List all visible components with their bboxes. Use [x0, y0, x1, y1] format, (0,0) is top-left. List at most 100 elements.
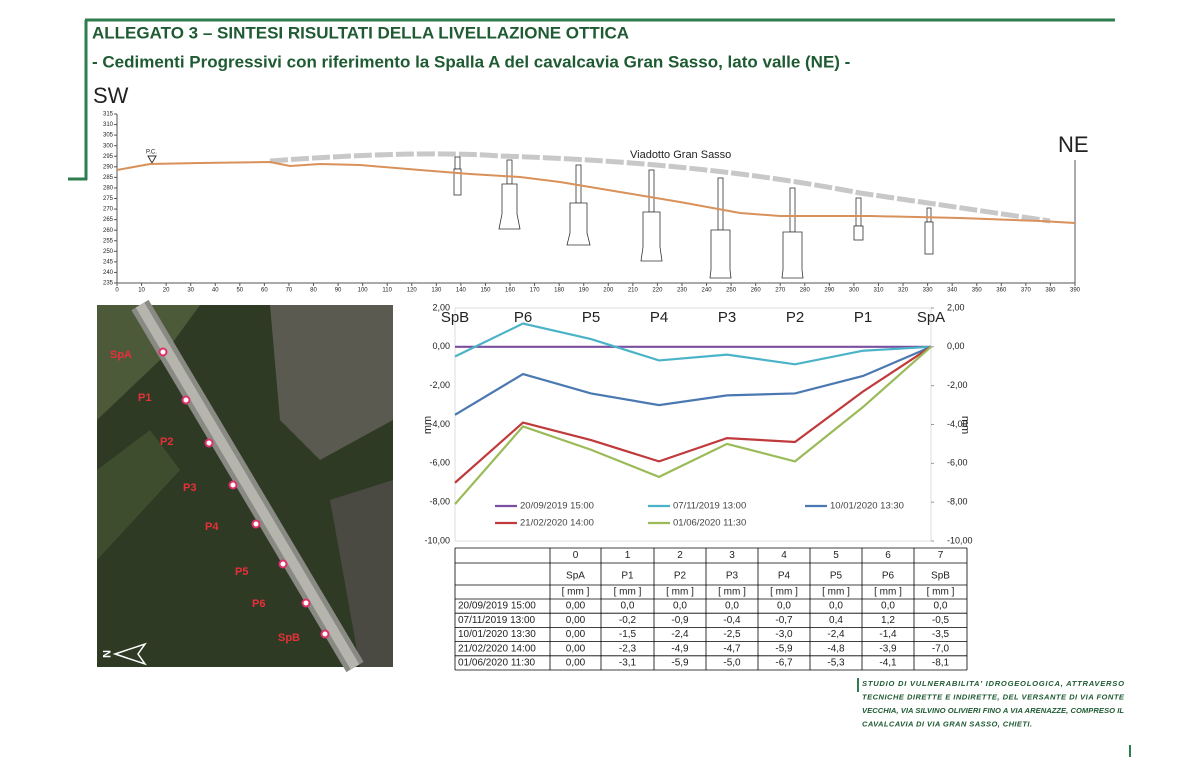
- subtitle: - Cedimenti Progressivi con riferimento …: [92, 52, 850, 71]
- map-marker: [204, 438, 214, 448]
- pier: [781, 231, 804, 279]
- bridge-deck: [269, 151, 1051, 224]
- x-tick-label: 110: [382, 288, 392, 294]
- map-marker: [158, 347, 168, 357]
- table-header: 7: [938, 550, 944, 561]
- x-tick-label: 170: [530, 288, 541, 294]
- legend-label: 07/11/2019 13:00: [673, 501, 746, 512]
- map-label: P4: [205, 521, 219, 533]
- x-tick-label: 370: [1021, 288, 1032, 294]
- table-unit: [ mm ]: [666, 587, 694, 598]
- y-tick-label: 250: [103, 249, 114, 255]
- map-label: SpA: [110, 349, 132, 361]
- x-tick-label: 290: [824, 288, 835, 294]
- table-cell: -1,4: [879, 629, 897, 640]
- x-tick-label: 30: [187, 288, 194, 294]
- table-unit: [ mm ]: [562, 587, 590, 598]
- x-tick-label: 350: [972, 288, 983, 294]
- pier: [789, 187, 796, 233]
- y2-tick-label: -8,00: [947, 497, 968, 507]
- x-tick-label: 180: [554, 288, 565, 294]
- x-tick-label: 120: [407, 288, 418, 294]
- profile: SW NE Viadotto Gran Sasso P.C. 0 10 20 30 40…: [93, 83, 1089, 294]
- x-tick-label: SpB: [441, 309, 469, 326]
- pier: [855, 197, 862, 227]
- table-cell: 0,00: [566, 658, 586, 669]
- map-marker: [320, 629, 330, 639]
- table-header: 4: [781, 550, 787, 561]
- map-label: P2: [160, 436, 173, 448]
- frame: [68, 18, 1115, 181]
- table-cell: 0,00: [566, 629, 586, 640]
- x-tick-label: 200: [603, 288, 614, 294]
- x-tick-label: 90: [335, 288, 342, 294]
- map-label: SpB: [278, 632, 300, 644]
- table-cell: -6,7: [775, 658, 793, 669]
- map-marker: [228, 480, 238, 490]
- legend-label: 01/06/2020 11:30: [673, 518, 746, 529]
- table-header: 5: [833, 550, 839, 561]
- table-cell: 0,0: [673, 601, 687, 612]
- y-tick-label: 240: [103, 270, 114, 276]
- table-unit: [ mm ]: [718, 587, 746, 598]
- x-tick-label: 20: [163, 288, 170, 294]
- table-cell: 0,00: [566, 601, 586, 612]
- y-tick-label: 295: [103, 154, 114, 160]
- table-cell: 07/11/2019 13:00: [458, 615, 536, 626]
- table-cell: -5,3: [827, 658, 845, 669]
- footer-text: VECCHIA, VIA SILVINO OLIVIERI FINO A VIA…: [862, 706, 1124, 715]
- table-cell: 1,2: [881, 615, 895, 626]
- table-cell: -0,5: [932, 615, 950, 626]
- y-tick-label: -8,00: [429, 497, 450, 507]
- footer-text: STUDIO DI VULNERABILITA' IDROGEOLOGICA, …: [862, 679, 1124, 688]
- x-tick-label: 320: [898, 288, 909, 294]
- aerial-map: SpA P1 P2 P3 P4 P5 P6 SpB N: [97, 299, 393, 673]
- x-tick-label: P1: [854, 309, 872, 326]
- x-tick-label: 220: [652, 288, 663, 294]
- y2-axis-label: mm: [959, 416, 971, 434]
- pier: [566, 202, 591, 246]
- table-cell: -4,8: [827, 643, 845, 654]
- x-tick-label: 280: [800, 288, 811, 294]
- table-cell: 0,4: [829, 615, 843, 626]
- y-tick-label: -2,00: [429, 380, 450, 390]
- ne-label: NE: [1058, 132, 1089, 157]
- x-tick-label: P2: [786, 309, 804, 326]
- y2-tick-label: -2,00: [947, 380, 968, 390]
- y2-tick-label: -4,00: [947, 419, 968, 429]
- legend-label: 21/02/2020 14:00: [520, 518, 594, 529]
- table-unit: [ mm ]: [822, 587, 850, 598]
- x-tick-label: 10: [138, 288, 145, 294]
- sw-label: SW: [93, 83, 129, 108]
- y-tick-label: 270: [103, 207, 114, 213]
- table-cell: 0,00: [566, 643, 586, 654]
- map-area: [270, 305, 393, 460]
- y-axis-label: mm: [422, 416, 434, 434]
- table-cell: 01/06/2020 11:30: [458, 658, 536, 669]
- north-label: N: [100, 650, 112, 658]
- table-header: P3: [726, 571, 739, 582]
- pier: [506, 159, 513, 185]
- road: [135, 302, 360, 670]
- table-header: P5: [830, 571, 843, 582]
- x-tick-label: 240: [702, 288, 713, 294]
- table-unit: [ mm ]: [927, 587, 955, 598]
- map-marker: [251, 519, 261, 529]
- x-tick-label: 310: [873, 288, 884, 294]
- table-cell: 0,0: [777, 601, 791, 612]
- x-tick-label: 390: [1070, 288, 1081, 294]
- table-cell: -0,2: [619, 615, 637, 626]
- data-table: 0 SpA [ mm ] 1 P1 [ mm ] 2 P2 [ mm ] 3 P3 [ mm ] 4 P4…: [454, 547, 968, 671]
- table-cell: -5,0: [723, 658, 741, 669]
- table-header: P1: [621, 571, 634, 582]
- x-tick-label: 150: [480, 288, 491, 294]
- table-cell: 21/02/2020 14:00: [458, 643, 536, 654]
- x-tick-label: P6: [514, 309, 532, 326]
- y-tick-label: -6,00: [429, 458, 450, 468]
- y-tick-label: 280: [103, 186, 114, 192]
- x-tick-label: 260: [751, 288, 762, 294]
- table-cell: -2,5: [723, 629, 741, 640]
- x-tick-label: 380: [1045, 288, 1056, 294]
- series-line: [454, 345, 932, 484]
- table-header: SpB: [931, 571, 950, 582]
